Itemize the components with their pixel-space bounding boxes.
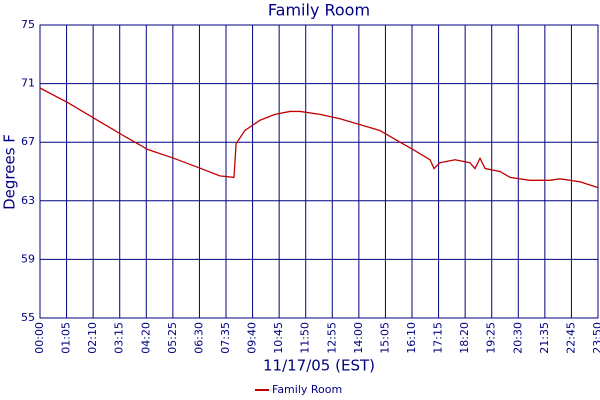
y-axis-label: Degrees F bbox=[1, 134, 19, 210]
x-tick-label: 11:50 bbox=[299, 322, 312, 354]
x-tick-label: 02:10 bbox=[86, 322, 99, 354]
data-line bbox=[39, 87, 599, 189]
x-tick-label: 12:55 bbox=[325, 322, 338, 354]
x-tick-label: 00:00 bbox=[33, 322, 46, 354]
x-tick-label: 17:15 bbox=[432, 322, 445, 354]
y-tick-label: 63 bbox=[21, 194, 35, 207]
x-tick-label: 04:20 bbox=[139, 322, 152, 354]
x-tick-label: 10:45 bbox=[272, 322, 285, 354]
x-tick-label: 16:10 bbox=[405, 322, 418, 354]
x-tick-label: 03:15 bbox=[113, 322, 126, 354]
plot-area bbox=[39, 24, 599, 319]
x-tick-label: 18:20 bbox=[458, 322, 471, 354]
x-axis-label: 11/17/05 (EST) bbox=[263, 357, 375, 375]
x-tick-label: 21:35 bbox=[538, 322, 551, 354]
y-tick-label: 55 bbox=[21, 311, 35, 324]
y-tick-label: 75 bbox=[21, 18, 35, 31]
x-tick-label: 23:50 bbox=[591, 322, 600, 354]
x-tick-label: 06:30 bbox=[192, 322, 205, 354]
x-tick-label: 05:25 bbox=[166, 322, 179, 354]
y-tick-label: 71 bbox=[21, 77, 35, 90]
chart-title: Family Room bbox=[268, 1, 370, 20]
x-tick-label: 20:30 bbox=[511, 322, 524, 354]
x-tick-label: 07:35 bbox=[219, 322, 232, 354]
x-tick-label: 15:05 bbox=[378, 322, 391, 354]
y-tick-label: 59 bbox=[21, 252, 35, 265]
x-tick-label: 09:40 bbox=[246, 322, 259, 354]
x-tick-label: 19:25 bbox=[485, 322, 498, 354]
x-tick-label: 22:45 bbox=[564, 322, 577, 354]
x-tick-label: 01:05 bbox=[60, 322, 73, 354]
legend-label: Family Room bbox=[272, 383, 342, 396]
y-tick-label: 67 bbox=[21, 135, 35, 148]
x-tick-label: 14:00 bbox=[352, 322, 365, 354]
